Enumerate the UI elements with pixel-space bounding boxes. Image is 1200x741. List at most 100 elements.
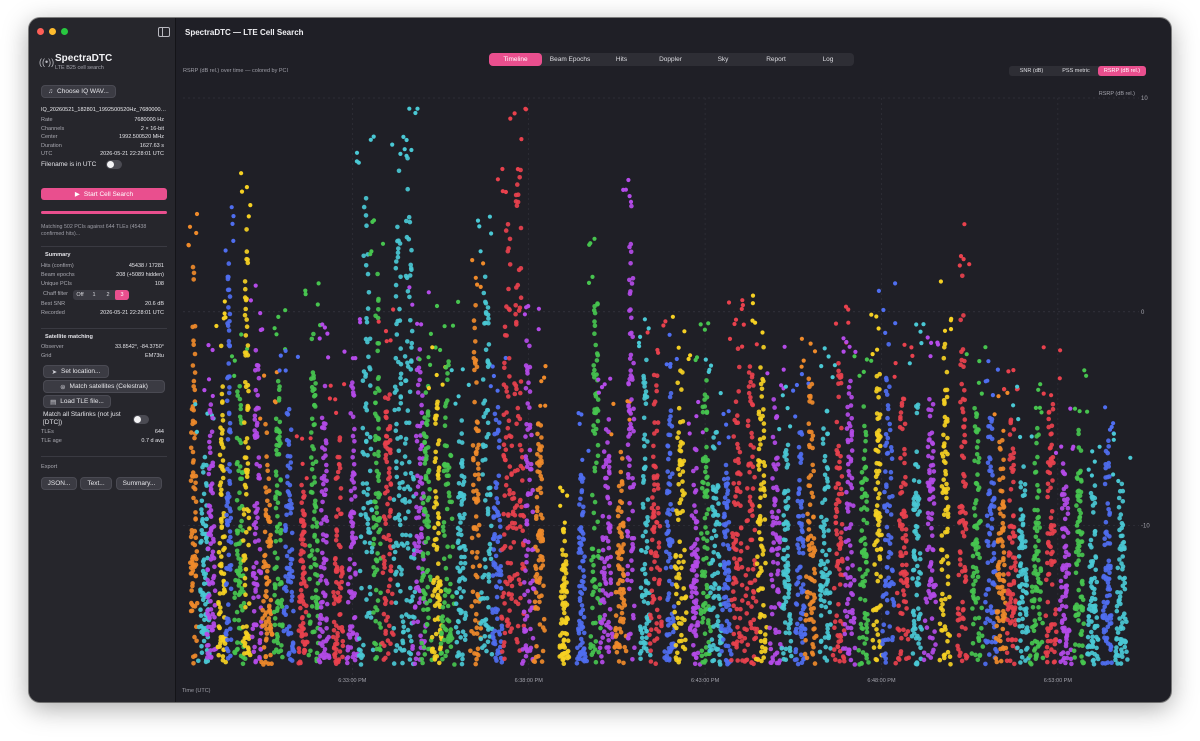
data-point <box>458 491 463 496</box>
data-point <box>218 634 224 640</box>
data-point <box>505 222 511 227</box>
data-point <box>801 543 806 549</box>
tab-log[interactable]: Log <box>822 56 834 63</box>
data-point <box>370 219 375 224</box>
export-text-button[interactable]: Text... <box>80 477 112 490</box>
data-point <box>651 597 656 602</box>
data-point <box>251 571 257 576</box>
data-point <box>578 589 583 595</box>
data-point <box>851 503 856 509</box>
data-point <box>252 531 258 537</box>
tab-doppler[interactable]: Doppler <box>659 56 682 63</box>
data-point <box>301 495 306 500</box>
load-tle-button[interactable]: ▤ Load TLE file... <box>43 395 111 408</box>
sidebar-toggle-icon[interactable] <box>158 27 170 37</box>
data-point <box>458 560 464 566</box>
data-point <box>688 353 693 358</box>
data-point <box>492 411 498 417</box>
data-point <box>286 406 292 412</box>
metric-snr[interactable]: SNR (dB) <box>1019 68 1044 74</box>
data-point <box>190 563 196 569</box>
data-point <box>193 535 199 540</box>
data-point <box>675 615 680 621</box>
data-point <box>417 377 422 383</box>
chaff-option-2[interactable]: 2 <box>106 292 110 298</box>
data-point <box>278 527 284 533</box>
data-point <box>210 393 215 399</box>
data-point <box>832 585 837 591</box>
data-point <box>397 306 402 312</box>
data-point <box>496 572 502 577</box>
data-point <box>479 590 484 595</box>
data-point <box>496 445 502 450</box>
match-all-starlinks-toggle[interactable] <box>133 415 149 424</box>
tab-sky[interactable]: Sky <box>717 56 729 63</box>
data-point <box>604 645 609 650</box>
metric-pss[interactable]: PSS metric <box>1062 68 1090 74</box>
chaff-option-3[interactable]: 3 <box>115 290 129 300</box>
data-point <box>641 373 646 379</box>
tab-beam-epochs[interactable]: Beam Epochs <box>549 56 591 63</box>
data-point <box>539 379 544 384</box>
export-json-button[interactable]: JSON... <box>41 477 77 490</box>
data-point <box>335 469 341 475</box>
set-location-button[interactable]: ➤ Set location... <box>43 365 109 378</box>
tab-hits[interactable]: Hits <box>615 56 628 63</box>
data-point <box>832 625 837 630</box>
data-point <box>590 605 595 611</box>
utc-toggle[interactable] <box>106 160 122 169</box>
data-point <box>797 574 803 580</box>
data-point <box>208 528 214 533</box>
data-point <box>233 577 238 583</box>
data-point <box>716 484 721 490</box>
data-point <box>641 436 647 442</box>
data-point <box>347 566 352 571</box>
data-point <box>444 649 450 654</box>
data-point <box>309 384 315 390</box>
data-point <box>665 444 671 449</box>
data-point <box>234 461 240 467</box>
data-point <box>758 495 763 501</box>
data-point <box>435 406 440 411</box>
data-point <box>211 536 216 542</box>
export-summary-button[interactable]: Summary... <box>116 477 162 490</box>
data-point <box>448 581 453 587</box>
data-point <box>846 538 851 543</box>
data-point <box>609 432 614 437</box>
data-point <box>353 356 358 361</box>
chaff-option-1[interactable]: 1 <box>92 292 96 298</box>
window-minimize-button[interactable] <box>49 28 56 35</box>
data-point <box>725 577 730 583</box>
data-point <box>536 654 541 659</box>
data-point <box>227 427 233 432</box>
choose-iq-wav-button[interactable]: ♫ Choose IQ WAV... <box>41 85 116 98</box>
data-point <box>190 581 195 586</box>
tab-timeline[interactable]: Timeline <box>489 53 542 66</box>
data-point <box>497 579 502 584</box>
data-point <box>562 538 567 544</box>
window-close-button[interactable] <box>37 28 44 35</box>
data-point <box>268 652 273 658</box>
data-point <box>226 602 231 607</box>
data-point <box>724 422 729 427</box>
timeline-chart[interactable]: 100-106:33:00 PM 6:38:00 PM 6:43:00 PM 6:48… <box>179 90 1159 690</box>
data-point <box>199 519 205 524</box>
tab-report[interactable]: Report <box>766 56 786 63</box>
match-satellites-button[interactable]: ⊜ Match satellites (Celestrak) <box>43 380 165 393</box>
data-point <box>387 438 393 443</box>
data-point <box>421 494 427 499</box>
data-point <box>193 510 198 515</box>
data-point <box>232 617 237 623</box>
data-point <box>508 561 514 566</box>
data-point <box>240 528 245 533</box>
data-point <box>421 431 427 436</box>
chaff-option-off[interactable]: Off <box>76 292 84 298</box>
data-point <box>528 580 533 586</box>
data-point <box>191 407 196 413</box>
window-zoom-button[interactable] <box>61 28 68 35</box>
data-point <box>361 253 366 259</box>
start-cell-search-button[interactable]: ▶ Start Cell Search <box>41 188 167 200</box>
metric-rsrp[interactable]: RSRP (dB rel.) <box>1098 66 1146 76</box>
data-point <box>785 406 790 411</box>
satellite-row: Observer 33.8542°, -84.3750° <box>41 344 164 353</box>
